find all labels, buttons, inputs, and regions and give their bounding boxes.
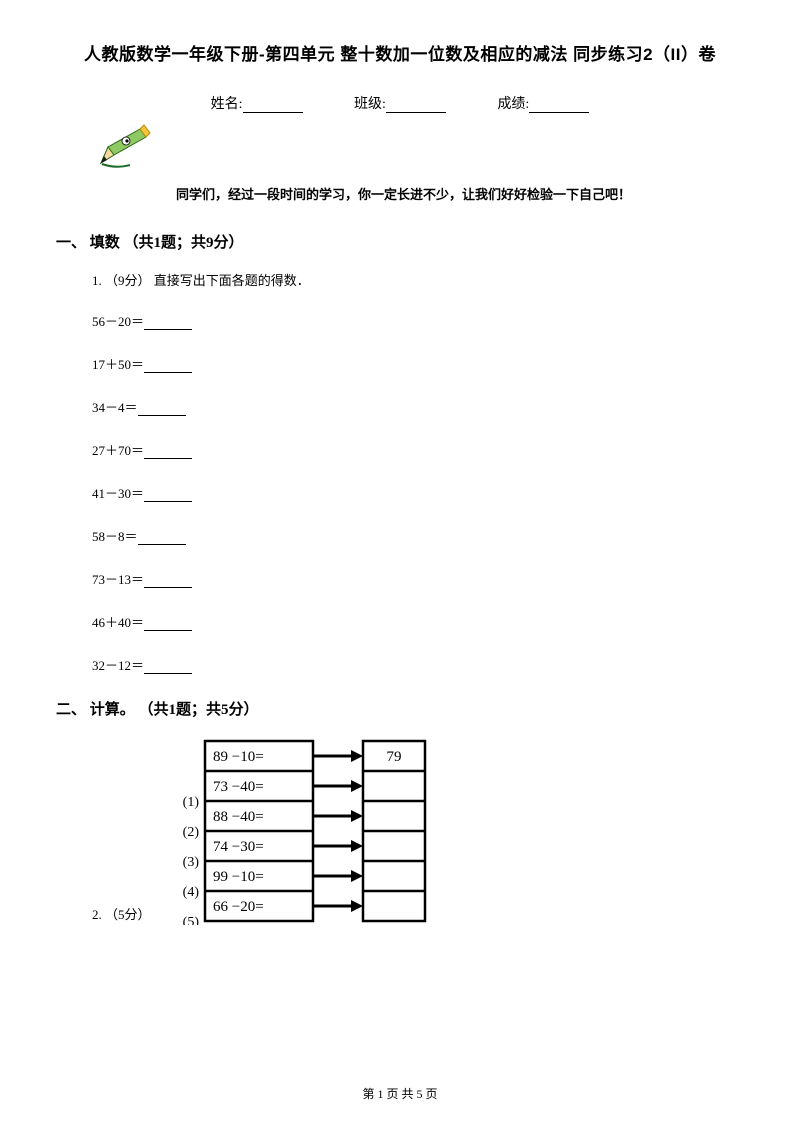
equation-text: 34－4＝ [92,400,138,415]
equation-text: 58－8＝ [92,529,138,544]
score-blank[interactable] [529,98,589,113]
name-label: 姓名: [211,93,243,113]
equation-text: 17＋50＝ [92,357,144,372]
answer-blank[interactable] [138,403,186,416]
svg-text:73 −40=: 73 −40= [213,779,264,795]
svg-text:(5): (5) [182,915,199,925]
q2-label: 2. （5分） [92,904,151,923]
equation-line: 58－8＝ [92,526,744,545]
calculation-table: 89 −10= 79 73 −40= (1) 88 −40= (2) 74 −30= (3) 9… [171,737,429,925]
svg-text:(4): (4) [182,885,199,900]
equation-line: 41－30＝ [92,483,744,502]
svg-text:89 −10=: 89 −10= [213,749,264,765]
svg-text:(2): (2) [182,825,199,840]
equation-text: 46＋40＝ [92,615,144,630]
svg-text:(3): (3) [182,855,199,870]
equation-text: 56－20＝ [92,314,144,329]
equation-line: 56－20＝ [92,311,744,330]
answer-blank[interactable] [144,360,192,373]
q1-intro: 1. （9分） 直接写出下面各题的得数． [92,270,744,289]
equation-text: 41－30＝ [92,486,144,501]
encouragement-text: 同学们，经过一段时间的学习，你一定长进不少，让我们好好检验一下自己吧！ [176,184,744,203]
svg-text:66 −20=: 66 −20= [213,899,264,915]
svg-text:88 −40=: 88 −40= [213,809,264,825]
pencil-icon [96,123,154,169]
equation-line: 34－4＝ [92,397,744,416]
equation-line: 32－12＝ [92,655,744,674]
svg-text:(1): (1) [182,795,199,810]
name-blank[interactable] [243,98,303,113]
svg-text:99 −10=: 99 −10= [213,869,264,885]
answer-blank[interactable] [144,317,192,330]
score-label: 成绩: [497,93,529,113]
class-label: 班级: [354,93,386,113]
svg-text:79: 79 [386,749,401,765]
answer-blank[interactable] [144,618,192,631]
section-1-heading: 一、 填数 （共1题；共9分） [56,231,744,252]
equation-line: 17＋50＝ [92,354,744,373]
answer-blank[interactable] [144,575,192,588]
equation-text: 27＋70＝ [92,443,144,458]
section-2-heading: 二、 计算。 （共1题；共5分） [56,698,744,719]
equation-line: 46＋40＝ [92,612,744,631]
equation-text: 32－12＝ [92,658,144,673]
student-info-line: 姓名: 班级: 成绩: [56,93,744,113]
answer-blank[interactable] [144,661,192,674]
answer-blank[interactable] [144,446,192,459]
class-blank[interactable] [386,98,446,113]
page-footer: 第 1 页 共 5 页 [0,1085,800,1102]
equation-line: 27＋70＝ [92,440,744,459]
svg-text:74 −30=: 74 −30= [213,839,264,855]
pencil-mascot [96,123,744,174]
page-title: 人教版数学一年级下册-第四单元 整十数加一位数及相应的减法 同步练习2（II）卷 [56,40,744,65]
answer-blank[interactable] [138,532,186,545]
equation-text: 73－13＝ [92,572,144,587]
answer-blank[interactable] [144,489,192,502]
equation-line: 73－13＝ [92,569,744,588]
